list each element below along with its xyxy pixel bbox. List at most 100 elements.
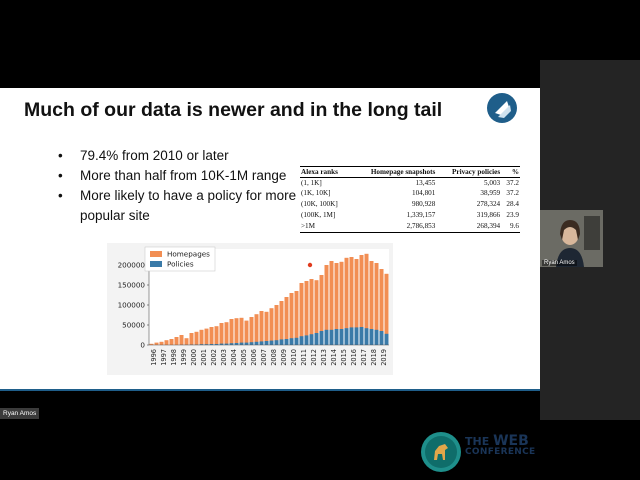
- table-header: %: [501, 166, 520, 178]
- bar-homepages: [234, 318, 239, 345]
- table-cell: 319,866: [476, 210, 501, 219]
- bar-policies: [319, 331, 324, 345]
- bar-homepages: [314, 280, 319, 345]
- table-cell: 28.4: [506, 200, 519, 209]
- bar-homepages: [379, 269, 384, 345]
- bar-policies: [264, 341, 269, 345]
- bar-policies: [344, 328, 349, 345]
- bar-homepages: [374, 263, 379, 345]
- bar-homepages: [154, 342, 159, 345]
- alexa-rank-table: Alexa ranks Homepage snapshots Privacy p…: [300, 166, 520, 233]
- bullet-text: More than half from 10K-1M range: [80, 168, 287, 183]
- participant-name: Ryan Amos: [542, 260, 577, 266]
- web-conference-logo: THE WEB CONFERENCE: [465, 433, 535, 458]
- bar-homepages: [274, 305, 279, 345]
- bar-policies: [384, 333, 389, 345]
- bar-policies: [254, 341, 259, 345]
- table-cell: (1, 1K]: [301, 178, 322, 187]
- bar-policies: [324, 329, 329, 345]
- table-row: >1M 2,786,853 268,394 9.6: [300, 221, 520, 233]
- bar-policies: [304, 335, 309, 345]
- bar-homepages: [294, 291, 299, 345]
- bullet-item: • More likely to have a policy for more p…: [58, 186, 300, 226]
- bar-homepages: [149, 343, 154, 345]
- bar-homepages: [214, 326, 219, 345]
- bar-homepages: [384, 273, 389, 345]
- bar-policies: [224, 343, 229, 345]
- table-cell: (100K, 1M]: [301, 210, 336, 219]
- x-tick-label: 2005: [240, 349, 248, 366]
- bar-homepages: [184, 338, 189, 345]
- x-tick-label: 2017: [360, 349, 368, 366]
- bar-homepages: [239, 317, 244, 345]
- bar-homepages: [364, 253, 369, 345]
- bar-homepages: [249, 317, 254, 345]
- table-cell: 5,003: [483, 178, 501, 187]
- bullet-list: • 79.4% from 2010 or later • More than hal…: [58, 146, 300, 226]
- table-cell: 278,324: [476, 200, 501, 209]
- x-tick-label: 2014: [330, 349, 338, 366]
- x-tick-label: 2015: [340, 349, 348, 366]
- bar-homepages: [289, 293, 294, 345]
- bar-policies: [269, 340, 274, 345]
- table-row: (1K, 10K] 104,801 38,959 37.2: [300, 189, 520, 200]
- bullet-marker: •: [58, 188, 63, 203]
- bar-homepages: [339, 261, 344, 345]
- table-cell: (10K, 100K]: [301, 200, 338, 209]
- x-tick-label: 2006: [250, 349, 258, 366]
- bar-homepages: [269, 308, 274, 345]
- table-cell: 268,394: [436, 221, 502, 233]
- x-tick-label: 2002: [210, 349, 218, 366]
- bar-homepages: [244, 320, 249, 345]
- bar-policies: [329, 329, 334, 345]
- bar-homepages: [344, 257, 349, 345]
- bullet-text: More likely to have a policy for more po…: [80, 188, 297, 223]
- bar-policies: [289, 338, 294, 345]
- table-cell: 37.2: [506, 178, 519, 187]
- bar-homepages: [159, 341, 164, 345]
- bar-policies: [279, 339, 284, 345]
- table-cell: 1,339,157: [406, 210, 436, 219]
- x-tick-label: 2018: [370, 349, 378, 366]
- bar-homepages: [229, 319, 234, 345]
- bar-policies: [359, 327, 364, 345]
- table-cell: 37.2: [506, 189, 519, 198]
- x-tick-label: 2012: [310, 349, 318, 366]
- bar-homepages: [319, 275, 324, 345]
- x-tick-label: 2013: [320, 349, 328, 366]
- bar-homepages: [209, 327, 214, 345]
- bar-policies: [244, 342, 249, 345]
- bar-policies: [274, 340, 279, 345]
- x-tick-label: 2001: [200, 349, 208, 366]
- bullet-text: 79.4% from 2010 or later: [80, 148, 229, 163]
- bar-policies: [339, 329, 344, 345]
- table-row: (100K, 1M] 1,339,157 319,866 23.9: [300, 210, 520, 221]
- x-tick-label: 2009: [280, 349, 288, 366]
- bullet-item: • More than half from 10K-1M range: [58, 166, 300, 186]
- bar-policies: [379, 331, 384, 345]
- participant-video-tile[interactable]: Ryan Amos: [540, 210, 603, 267]
- x-tick-label: 2007: [260, 349, 268, 366]
- bar-policies: [334, 329, 339, 345]
- x-tick-label: 1996: [150, 349, 158, 366]
- horse-logo-icon: [421, 432, 461, 472]
- bar-homepages: [224, 322, 229, 345]
- table-cell: 980,928: [411, 200, 436, 209]
- table-cell: 38,959: [480, 189, 501, 198]
- bar-homepages: [299, 283, 304, 345]
- bar-policies: [369, 329, 374, 345]
- slide-footer-bar: [0, 389, 540, 391]
- chart-svg: 1996 1997 1998 1999 2000 2001 2002 2003 2004 2005…: [118, 246, 389, 366]
- bar-policies: [229, 343, 234, 345]
- bar-homepages: [189, 333, 194, 345]
- y-tick-label: 0: [140, 341, 145, 350]
- speaker-name-tag: Ryan Amos: [0, 408, 40, 419]
- logo-main: WEB: [493, 433, 529, 449]
- legend-swatch-policies: [150, 261, 162, 267]
- bar-homepages: [324, 265, 329, 345]
- snapshots-bar-chart: 1996 1997 1998 1999 2000 2001 2002 2003 2004 2005…: [107, 243, 393, 375]
- bar-homepages: [204, 328, 209, 345]
- bar-policies: [299, 336, 304, 345]
- x-tick-label: 2010: [290, 349, 298, 366]
- bar-policies: [209, 344, 214, 345]
